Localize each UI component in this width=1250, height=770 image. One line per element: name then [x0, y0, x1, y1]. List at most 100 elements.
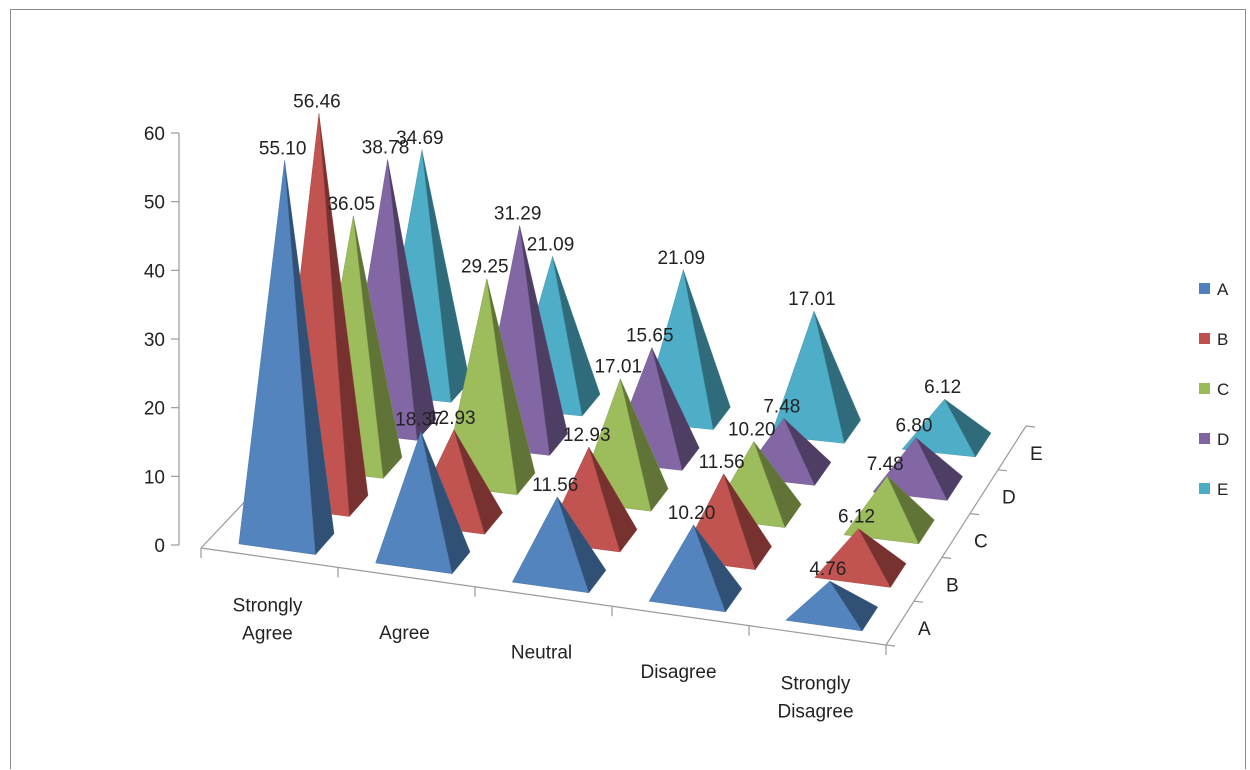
value-axis-tick-label: 50 [144, 193, 165, 214]
pyramid-side-face [915, 437, 963, 501]
pyramid-side-face [620, 378, 669, 512]
pyramid-A-0 [238, 160, 335, 555]
legend-swatch [1199, 433, 1210, 444]
category-label: Strongly [233, 596, 303, 617]
pyramid-C-4 [843, 475, 935, 545]
pyramid-side-face [723, 473, 772, 570]
data-label-A: 55.10 [259, 139, 307, 160]
pyramid-side-face [858, 528, 907, 588]
depth-axis-label: A [918, 619, 931, 640]
depth-axis-label: D [1002, 488, 1016, 509]
category-label: Disagree [640, 662, 716, 683]
depth-axis-line [885, 425, 1027, 646]
data-label-B: 12.93 [563, 425, 611, 446]
depth-axis-tick [1025, 425, 1036, 428]
pyramid-chart: 0 10 20 30 40 50 60 Strongly Agree Agree Neutral Di… [144, 91, 1229, 722]
legend-swatch [1199, 383, 1210, 394]
pyramid-side-face [693, 524, 743, 613]
pyramid-side-face [353, 215, 403, 479]
value-axis-tick-label: 30 [144, 330, 165, 351]
pyramid-side-face [753, 441, 802, 528]
pyramid-side-face [519, 225, 568, 456]
legend-label: B [1217, 330, 1228, 349]
pyramid-side-face [829, 580, 878, 632]
legend-item-D: D [1199, 430, 1229, 449]
data-label-C: 10.20 [728, 419, 776, 440]
legend-label: C [1217, 380, 1229, 399]
data-label-D: 38.78 [362, 138, 410, 159]
legend-label: E [1217, 480, 1228, 499]
pyramid-A-4 [785, 580, 878, 632]
legend-item-A: A [1199, 280, 1229, 299]
legend-item-B: B [1199, 330, 1228, 349]
data-label-D: 31.29 [494, 204, 542, 225]
pyramid-side-face [588, 446, 638, 553]
category-label: Agree [379, 623, 430, 644]
legend-item-C: C [1199, 380, 1229, 399]
depth-axis-label: B [946, 575, 959, 596]
pyramid-side-face [421, 149, 470, 403]
axes: 0 10 20 30 40 50 60 Strongly Agree Agree Neutral Di… [144, 124, 1043, 722]
category-label: Neutral [511, 643, 572, 664]
pyramid-side-face [552, 256, 601, 417]
legend-swatch [1199, 483, 1210, 494]
pyramid-side-face [318, 113, 369, 517]
pyramid-side-face [683, 269, 731, 430]
data-label-C: 17.01 [594, 357, 642, 378]
value-axis-tick-label: 0 [154, 536, 165, 557]
pyramids [238, 113, 992, 632]
value-axis-tick-label: 40 [144, 261, 165, 282]
pyramid-side-face [887, 475, 935, 545]
legend-label: A [1217, 280, 1229, 299]
data-label-A: 4.76 [809, 559, 846, 580]
category-label: Disagree [777, 701, 853, 722]
data-label-D: 6.80 [895, 416, 932, 437]
pyramid-A-2 [512, 496, 607, 593]
data-label-E: 17.01 [788, 289, 836, 310]
pyramid-side-face [651, 347, 700, 471]
legend-swatch [1199, 283, 1210, 294]
legend-item-E: E [1199, 480, 1228, 499]
legend-label: D [1217, 430, 1229, 449]
pyramid-side-face [557, 496, 607, 593]
data-label-C: 36.05 [327, 194, 375, 215]
value-axis-tick-label: 20 [144, 399, 165, 420]
category-label: Agree [242, 624, 293, 645]
data-label-E: 6.12 [924, 377, 961, 398]
pyramid-side-face [387, 159, 437, 441]
data-label-D: 7.48 [763, 396, 800, 417]
depth-axis-tick [969, 513, 980, 516]
data-label-E: 21.09 [657, 248, 705, 269]
pyramid-side-face [813, 311, 861, 444]
value-axis-tick-label: 10 [144, 467, 165, 488]
data-label-C: 7.48 [867, 454, 904, 475]
pyramid-side-face [486, 278, 536, 495]
data-label-B: 6.12 [838, 507, 875, 528]
data-label-A: 18.37 [395, 409, 443, 430]
pyramid-B-4 [814, 528, 907, 588]
pyramid-A-1 [375, 431, 471, 574]
value-axis-tick-label: 60 [144, 124, 165, 145]
category-axis-line [200, 547, 887, 646]
legend-swatch [1199, 333, 1210, 344]
depth-axis-label: E [1030, 444, 1043, 465]
depth-axis-tick [885, 644, 896, 647]
pyramid-side-face [453, 429, 503, 535]
data-label-A: 10.20 [668, 503, 716, 524]
data-labels: 34.69 21.09 21.09 17.01 6.12 38.78 31.29 15.65 7… [259, 91, 961, 580]
data-label-D: 15.65 [626, 326, 674, 347]
depth-axis-tick [941, 556, 952, 559]
data-label-A: 11.56 [532, 475, 578, 496]
data-label-C: 29.25 [461, 257, 509, 278]
pyramid-side-face [420, 431, 471, 574]
pyramid-side-face [783, 418, 832, 486]
depth-axis-tick [997, 469, 1008, 472]
pyramid-side-face [284, 160, 335, 555]
chart-frame: 0 10 20 30 40 50 60 Strongly Agree Agree Neutral Di… [10, 9, 1246, 769]
pyramid-side-face [944, 399, 992, 458]
data-label-B: 56.46 [293, 91, 341, 112]
legend: A B C D E [1199, 280, 1229, 499]
depth-axis-label: C [974, 532, 988, 553]
data-label-B: 12.93 [428, 408, 476, 429]
data-label-E: 21.09 [527, 235, 575, 256]
